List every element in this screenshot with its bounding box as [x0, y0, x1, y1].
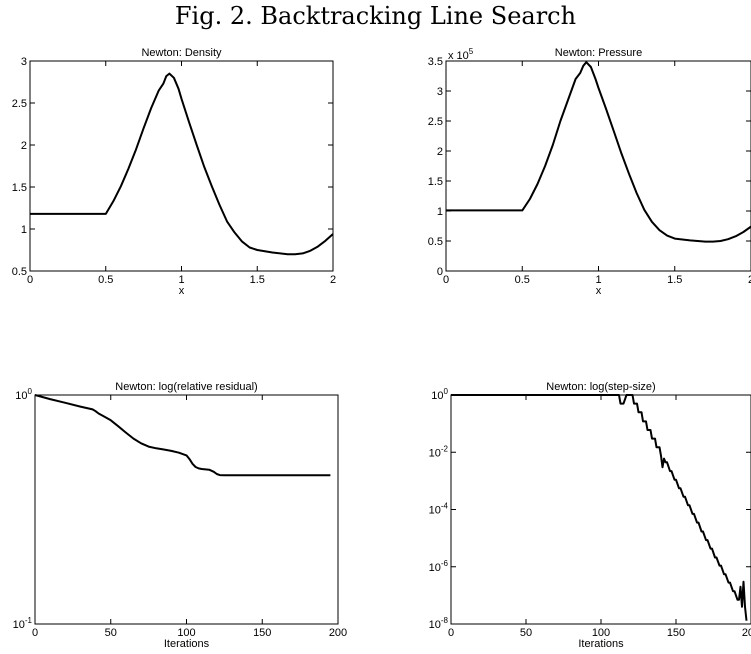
x-tick-label: 50 [105, 627, 117, 639]
plot-title-stepsize: Newton: log(step-size) [546, 381, 655, 393]
x-axis-label-residual: Iterations [164, 638, 210, 650]
y-tick-label: 100 [431, 387, 448, 402]
series-line-pressure [446, 61, 751, 243]
y-tick-label: 10-6 [429, 559, 449, 574]
plot-frame-pressure [445, 60, 751, 272]
y-tick-label: 1.5 [12, 182, 27, 194]
plot-frame-density [29, 60, 334, 272]
x-tick-label: 200 [329, 627, 347, 639]
series-line-residual [34, 394, 331, 477]
x-tick-label: 1.5 [667, 274, 682, 286]
y-tick-label: 10-1 [13, 616, 33, 631]
plot-residual: Newton: log(relative residual) 0 50 100 150 2… [13, 381, 348, 650]
y-tick-label: 0.5 [428, 236, 443, 248]
x-axis-label-stepsize: Iterations [578, 638, 624, 650]
plot-frame-residual [34, 394, 339, 625]
y-tick-label: 1 [21, 224, 27, 236]
plot-stepsize: Newton: log(step-size) 0 50 100 150 200 Iterat… [429, 381, 751, 650]
series-line-density [30, 72, 334, 256]
y-tick-label: 1 [437, 206, 443, 218]
figure-title: Fig. 2. Backtracking Line Search [174, 2, 577, 30]
y-tick-label: 2 [21, 140, 27, 152]
x-tick-label: 0 [448, 627, 454, 639]
y-tick-label: 3.5 [428, 56, 443, 68]
y-tick-label: 3 [437, 86, 443, 98]
y-tick-label: 2.5 [428, 116, 443, 128]
x-tick-label: 200 [742, 627, 751, 639]
y-tick-label: 0 [437, 266, 443, 278]
x-tick-label: 150 [667, 627, 685, 639]
x-tick-label: 0 [443, 274, 449, 286]
y-tick-label: 2.5 [12, 98, 27, 110]
plot-pressure: Newton: Pressure 0 0.5 1 1.5 2 x 0 0.5 1 1.5 2 2.5 3 3… [428, 47, 751, 297]
x-tick-label: 0 [32, 627, 38, 639]
x-tick-label: 50 [520, 627, 532, 639]
x-tick-label: 100 [177, 627, 195, 639]
x-tick-label: 0.5 [515, 274, 530, 286]
y-tick-label: 10-8 [429, 616, 449, 631]
plot-title-pressure: Newton: Pressure [555, 47, 642, 59]
y-axis-multiplier: x 105 [448, 47, 474, 62]
x-tick-label: 1 [595, 274, 601, 286]
y-tick-label: 3 [21, 56, 27, 68]
y-tick-label: 2 [437, 146, 443, 158]
x-tick-label: 1.5 [250, 274, 265, 286]
series-line-stepsize [451, 394, 748, 621]
x-axis-label-pressure: x [596, 285, 602, 297]
y-tick-label: 0.5 [12, 266, 27, 278]
x-tick-label: 150 [253, 627, 271, 639]
y-tick-label: 10-2 [429, 444, 449, 459]
plot-title-residual: Newton: log(relative residual) [115, 381, 257, 393]
x-tick-label: 100 [592, 627, 610, 639]
plot-frame-stepsize [450, 394, 751, 625]
x-tick-label: 0.5 [98, 274, 113, 286]
x-axis-label-density: x [179, 285, 185, 297]
x-tick-label: 2 [748, 274, 751, 286]
y-tick-label: 10-4 [429, 502, 449, 517]
y-tick-label: 1.5 [428, 176, 443, 188]
x-tick-label: 0 [27, 274, 33, 286]
plot-title-density: Newton: Density [141, 47, 222, 59]
x-tick-label: 1 [178, 274, 184, 286]
y-tick-label: 100 [15, 387, 32, 402]
x-tick-label: 2 [330, 274, 336, 286]
